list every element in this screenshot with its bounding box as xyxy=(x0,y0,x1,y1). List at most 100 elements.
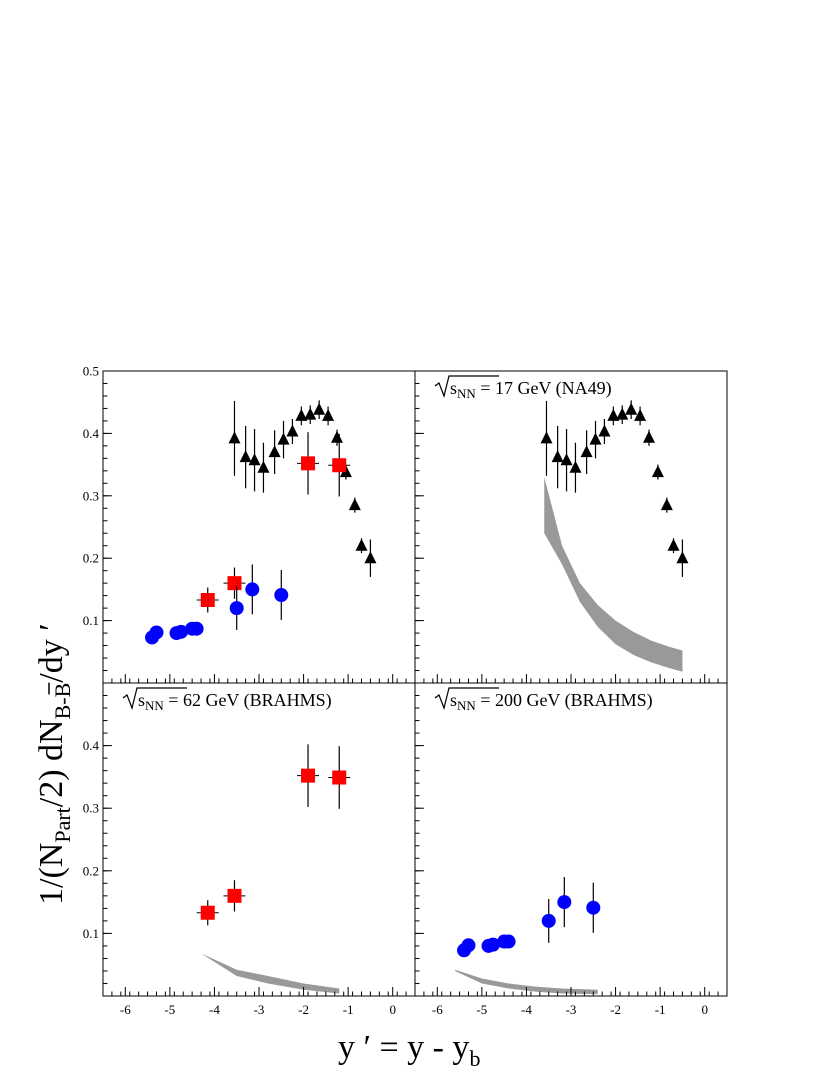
panel-2: sNN = 17 GeV (NA49) xyxy=(414,370,728,684)
data-point-square xyxy=(332,458,347,473)
data-point-triangle xyxy=(551,450,564,463)
panel-label-sub: NN xyxy=(457,698,476,713)
panel-label-text: = 200 GeV (BRAHMS) xyxy=(476,690,653,711)
data-point-triangle xyxy=(540,431,553,444)
data-point-triangle xyxy=(589,432,602,445)
sqrt-sign xyxy=(434,375,499,398)
data-point-triangle xyxy=(676,551,689,564)
panel-label-sub: NN xyxy=(145,698,164,713)
y-axis-title-part1: 1/(N xyxy=(33,843,70,905)
data-point-circle xyxy=(229,601,244,616)
data-point-square xyxy=(301,456,316,471)
y-tick-label: 0.1 xyxy=(83,926,99,941)
panel-label-text: = 62 GeV (BRAHMS) xyxy=(164,690,332,711)
x-axis-title: y ′ = y - yb xyxy=(338,1029,480,1071)
y-tick-label: 0.2 xyxy=(83,551,99,566)
panel-label-s: s xyxy=(450,690,457,710)
x-tick-label: -6 xyxy=(432,1002,443,1017)
series-na49 xyxy=(228,400,377,577)
data-point-square xyxy=(200,905,215,920)
data-point-triangle xyxy=(331,430,343,443)
y-axis-title: 1/(NPart/2) dNB-B/dy ′ xyxy=(33,623,75,905)
data-point-triangle xyxy=(607,408,620,421)
model-band xyxy=(201,953,340,994)
data-point-triangle xyxy=(295,408,308,421)
y-axis-title-part2: /2) dN xyxy=(33,719,70,807)
panel-label-text: = 17 GeV (NA49) xyxy=(476,378,612,399)
data-point-triangle xyxy=(651,465,664,478)
data-point-triangle xyxy=(268,445,281,458)
y-axis-title-sub2: B-B xyxy=(50,683,75,720)
data-point-square xyxy=(200,593,215,608)
data-point-circle xyxy=(149,625,164,640)
x-tick-label: -4 xyxy=(209,1002,220,1017)
data-point-circle xyxy=(274,588,289,603)
data-point-triangle xyxy=(257,460,270,473)
data-point-circle xyxy=(174,624,188,639)
panel-label: sNN = 17 GeV (NA49) xyxy=(450,378,612,401)
data-point-square xyxy=(227,576,242,591)
data-point-triangle xyxy=(286,424,299,437)
data-point-triangle xyxy=(660,498,673,511)
data-point-circle xyxy=(486,937,500,952)
y-tick-label: 0.3 xyxy=(83,801,99,816)
x-tick-label: -4 xyxy=(521,1002,532,1017)
panel-label: sNN = 62 GeV (BRAHMS) xyxy=(138,690,332,713)
data-point-triangle xyxy=(313,402,326,415)
y-tick-label: 0.4 xyxy=(83,426,100,441)
data-point-circle xyxy=(586,900,601,915)
data-point-triangle xyxy=(322,408,335,421)
data-point-triangle xyxy=(569,460,582,473)
x-tick-label: 0 xyxy=(701,1002,708,1017)
data-point-triangle xyxy=(304,407,317,420)
x-axis-title-main: y ′ = y - y xyxy=(338,1029,469,1066)
x-axis-title-sub: b xyxy=(469,1046,480,1071)
data-point-triangle xyxy=(580,445,593,458)
data-point-triangle xyxy=(625,402,638,415)
data-point-triangle xyxy=(248,453,261,466)
x-tick-label: -1 xyxy=(343,1002,354,1017)
y-tick-label: 0.2 xyxy=(83,863,99,878)
x-tick-label: -3 xyxy=(254,1002,265,1017)
y-axis-title-group: 1/(NPart/2) dNB-B/dy ′ xyxy=(33,623,75,905)
panel-label-s: s xyxy=(138,690,145,710)
y-axis-title-sub1: Part xyxy=(50,807,75,842)
panel-frame xyxy=(414,370,728,684)
series-brahms62 xyxy=(196,432,351,613)
y-tick-label: 0.1 xyxy=(83,613,99,628)
model-band xyxy=(544,477,683,672)
data-point-triangle xyxy=(634,408,647,421)
series-brahms200 xyxy=(457,877,601,958)
series-brahms62 xyxy=(196,744,351,926)
data-point-triangle xyxy=(560,453,573,466)
data-point-triangle xyxy=(277,432,290,445)
data-point-square xyxy=(332,770,347,785)
panel-label-sub: NN xyxy=(457,386,476,401)
series-na49 xyxy=(540,400,689,577)
x-tick-label: -5 xyxy=(476,1002,487,1017)
panel-4: -6 -5 -4 -3 -2 -1 0 sNN = 200 GeV (BRAHMS) xyxy=(414,682,728,1017)
data-point-triangle xyxy=(598,424,611,437)
data-point-circle xyxy=(541,913,556,928)
y-tick-label: 0.3 xyxy=(83,488,99,503)
data-point-triangle xyxy=(228,431,241,444)
x-tick-label: -6 xyxy=(120,1002,131,1017)
data-point-circle xyxy=(189,621,204,636)
data-point-square xyxy=(301,768,316,783)
y-axis-title-part3: /dy ′ xyxy=(33,623,70,682)
data-point-triangle xyxy=(239,450,252,463)
data-point-circle xyxy=(501,934,516,949)
data-point-triangle xyxy=(364,551,377,564)
panel-label: sNN = 200 GeV (BRAHMS) xyxy=(450,690,653,713)
x-tick-label: -5 xyxy=(164,1002,175,1017)
panel-label-s: s xyxy=(450,378,457,398)
y-tick-label: 0.5 xyxy=(83,364,99,379)
data-point-triangle xyxy=(355,538,368,551)
x-tick-label: -3 xyxy=(566,1002,577,1017)
data-point-circle xyxy=(461,938,476,953)
x-tick-label: -2 xyxy=(610,1002,621,1017)
x-tick-label: -2 xyxy=(298,1002,309,1017)
data-point-triangle xyxy=(667,538,680,551)
